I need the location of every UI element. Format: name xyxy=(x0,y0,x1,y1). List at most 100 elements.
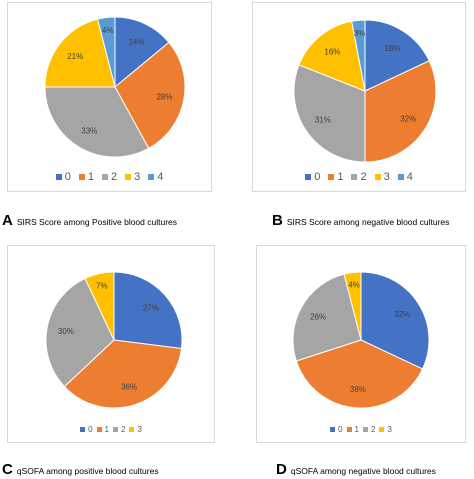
slice-label-2: 33% xyxy=(81,126,97,135)
legend-item-2: 2 xyxy=(351,171,367,183)
legend-label: 2 xyxy=(110,171,118,183)
caption-b-letter: B xyxy=(272,212,283,229)
pie-slice-1 xyxy=(295,339,424,409)
legend-item-0: 0 xyxy=(305,171,320,183)
legend-d: 0 1 2 3 xyxy=(257,425,465,434)
chart-panel-c: 27% 36% 30% 7% 0 1 2 3 xyxy=(7,245,215,443)
slice-label-0: 18% xyxy=(384,44,400,53)
legend-item-0: 0 xyxy=(80,425,93,434)
legend-swatch xyxy=(113,427,118,432)
caption-c: C qSOFA among positive blood cultures xyxy=(2,461,159,478)
chart-panel-a: 14% 28% 33% 21% 4% 0 1 2 3 4 xyxy=(7,2,212,192)
caption-a: A SIRS Score among Positive blood cultur… xyxy=(2,212,177,229)
legend-swatch xyxy=(330,427,336,432)
legend-item-3: 3 xyxy=(374,171,390,183)
legend-swatch xyxy=(78,174,85,180)
legend-item-0: 0 xyxy=(330,425,343,434)
pie-slice-1 xyxy=(63,339,183,409)
pie-slice-0 xyxy=(114,16,170,89)
chart-panel-b: 18% 32% 31% 16% 3% 0 1 2 3 4 xyxy=(252,2,466,192)
legend-c: 0 1 2 3 xyxy=(8,425,214,434)
legend-label: 4 xyxy=(157,171,164,183)
legend-label: 3 xyxy=(383,171,390,183)
pie-slice-0 xyxy=(360,271,430,370)
slice-label-1: 32% xyxy=(400,114,416,123)
legend-item-4: 4 xyxy=(148,171,163,183)
legend-label: 0 xyxy=(314,171,321,183)
slice-label-4: 3% xyxy=(354,29,366,38)
pie-slice-0 xyxy=(364,19,430,92)
slice-label-1: 36% xyxy=(121,383,137,392)
legend-swatch xyxy=(379,427,385,432)
pie-chart-d: 32% 38% 26% 4% xyxy=(292,271,430,409)
pie-slice-2 xyxy=(293,64,366,163)
legend-label: 0 xyxy=(88,425,93,434)
slice-label-3: 16% xyxy=(324,48,340,57)
legend-label: 3 xyxy=(137,425,142,434)
legend-label: 2 xyxy=(121,425,126,434)
pie-slice-3 xyxy=(343,271,362,341)
legend-swatch xyxy=(96,427,102,432)
slice-label-1: 28% xyxy=(156,92,172,101)
legend-swatch xyxy=(125,174,132,180)
caption-c-text: qSOFA among positive blood cultures xyxy=(16,466,159,476)
caption-a-text: SIRS Score among Positive blood cultures xyxy=(16,217,178,227)
slice-label-4: 4% xyxy=(102,26,114,35)
pie-chart-b: 18% 32% 31% 16% 3% xyxy=(293,19,437,163)
legend-item-1: 1 xyxy=(78,171,94,183)
pie-slice-4 xyxy=(351,19,366,92)
legend-swatch xyxy=(374,174,381,180)
legend-swatch xyxy=(397,174,404,180)
slice-label-0: 14% xyxy=(128,37,144,46)
legend-swatch xyxy=(55,174,62,180)
legend-swatch xyxy=(129,427,135,432)
legend-b: 0 1 2 3 4 xyxy=(253,171,465,183)
legend-swatch xyxy=(148,174,155,180)
pie-slice-0 xyxy=(113,271,183,350)
caption-d-text: qSOFA among negative blood cultures xyxy=(290,466,436,476)
legend-item-3: 3 xyxy=(379,425,392,434)
legend-item-1: 1 xyxy=(96,425,109,434)
legend-label: 1 xyxy=(337,171,344,183)
caption-c-letter: C xyxy=(2,461,13,478)
legend-swatch xyxy=(351,174,358,180)
legend-item-4: 4 xyxy=(397,171,413,183)
legend-label: 1 xyxy=(87,171,94,183)
caption-a-letter: A xyxy=(2,212,13,229)
legend-label: 0 xyxy=(338,425,343,434)
pie-slice-4 xyxy=(96,16,116,88)
slice-label-3: 4% xyxy=(348,281,360,290)
legend-swatch xyxy=(346,427,352,432)
pie-slice-3 xyxy=(44,18,116,88)
pie-chart-c: 27% 36% 30% 7% xyxy=(45,271,183,409)
pie-chart-a: 14% 28% 33% 21% 4% xyxy=(44,16,186,158)
legend-label: 1 xyxy=(104,425,109,434)
slice-label-3: 21% xyxy=(67,52,83,61)
pie-slice-1 xyxy=(364,60,437,163)
legend-swatch xyxy=(363,427,368,432)
caption-d-letter: D xyxy=(276,461,287,478)
slice-label-2: 26% xyxy=(310,312,326,321)
legend-item-3: 3 xyxy=(129,425,142,434)
pie-slice-3 xyxy=(298,20,366,92)
pie-slice-2 xyxy=(44,86,150,158)
legend-item-1: 1 xyxy=(328,171,343,183)
pie-slice-2 xyxy=(292,273,362,362)
legend-item-3: 3 xyxy=(125,171,140,183)
legend-label: 3 xyxy=(387,425,392,434)
legend-label: 4 xyxy=(406,171,413,183)
legend-label: 1 xyxy=(354,425,359,434)
legend-label: 0 xyxy=(64,171,71,183)
pie-slice-1 xyxy=(114,41,186,150)
legend-swatch xyxy=(80,427,86,432)
legend-label: 3 xyxy=(134,171,141,183)
legend-a: 0 1 2 3 4 xyxy=(8,171,211,183)
slice-label-0: 27% xyxy=(143,304,159,313)
legend-label: 2 xyxy=(360,171,367,183)
slice-label-2: 30% xyxy=(58,327,74,336)
legend-swatch xyxy=(305,174,312,180)
legend-swatch xyxy=(101,174,108,180)
pie-slice-3 xyxy=(84,271,115,341)
chart-panel-d: 32% 38% 26% 4% 0 1 2 3 xyxy=(256,245,466,443)
slice-label-0: 32% xyxy=(394,310,410,319)
